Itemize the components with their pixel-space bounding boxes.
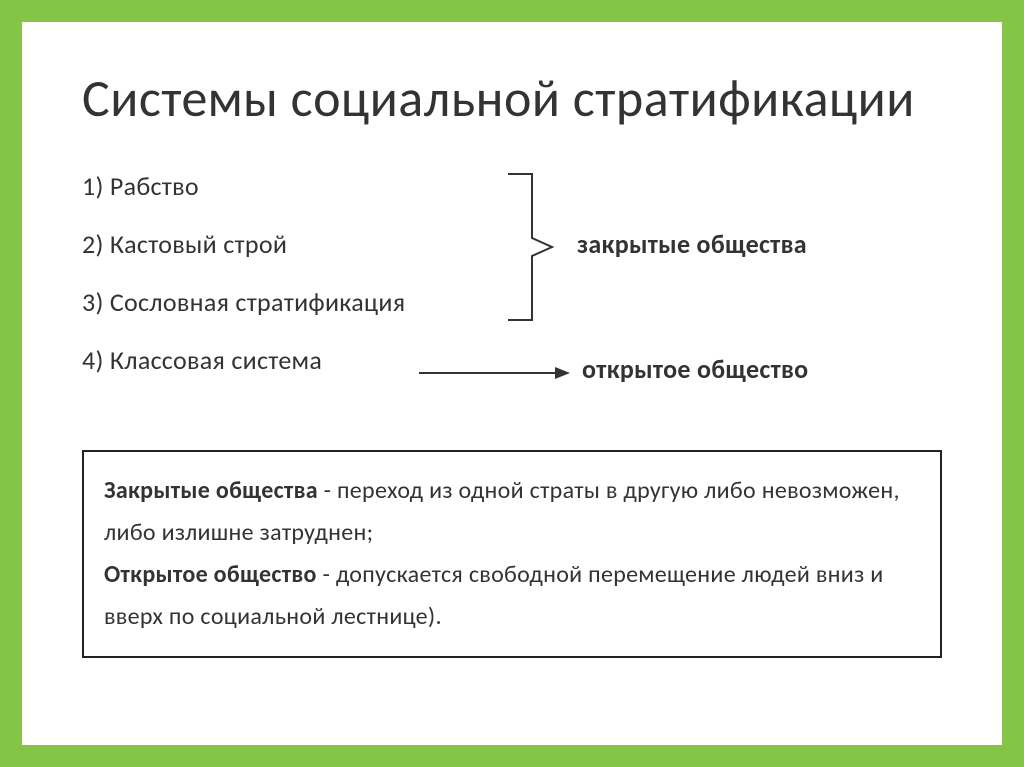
list-item: 2) Кастовый строй: [82, 228, 405, 260]
slide-title: Системы социальной стратификации: [82, 70, 942, 126]
content-area: 1) Рабство 2) Кастовый строй 3) Сословна…: [82, 170, 942, 430]
open-definition: Открытое общество - допускается свободно…: [104, 554, 920, 638]
arrow-icon: [417, 363, 572, 383]
open-society-label: открытое общество: [582, 353, 808, 385]
closed-term: Закрытые общества: [104, 476, 318, 505]
list-item: 1) Рабство: [82, 170, 405, 202]
bracket-icon: [502, 172, 562, 322]
systems-list: 1) Рабство 2) Кастовый строй 3) Сословна…: [82, 170, 405, 402]
slide-frame: Системы социальной стратификации 1) Рабс…: [0, 0, 1024, 767]
closed-definition: Закрытые общества - переход из одной стр…: [104, 470, 920, 554]
definitions-box: Закрытые общества - переход из одной стр…: [82, 450, 942, 658]
list-item: 3) Сословная стратификация: [82, 286, 405, 318]
closed-societies-label: закрытые общества: [577, 228, 807, 260]
open-term: Открытое общество: [104, 560, 317, 589]
list-item: 4) Классовая система: [82, 344, 405, 376]
